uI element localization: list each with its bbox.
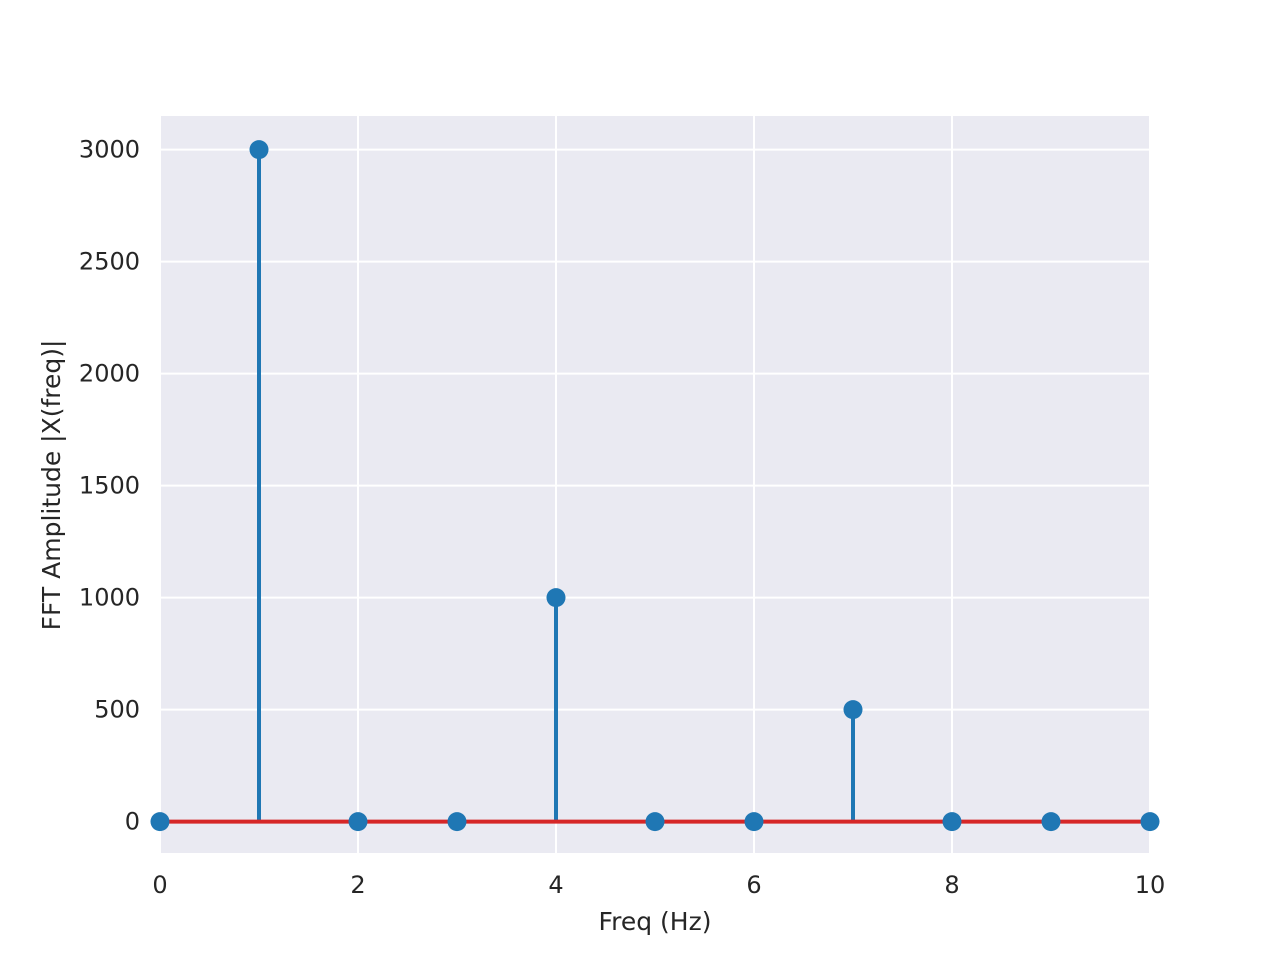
x-tick-labels: 0 2 4 6 8 10: [152, 871, 1165, 899]
stem-lines: [257, 149, 855, 822]
stem-marker: [942, 812, 962, 832]
stem-marker: [1041, 812, 1061, 832]
stem-marker: [1140, 812, 1160, 832]
plot-area: [160, 116, 1150, 853]
stem-marker: [249, 140, 269, 160]
stem-marker: [348, 812, 368, 832]
y-axis-label: FFT Amplitude |X(freq)|: [37, 340, 66, 631]
x-tick-label: 4: [548, 871, 563, 899]
y-tick-label: 3000: [79, 136, 140, 164]
x-tick-label: 10: [1135, 871, 1166, 899]
stem-markers: [150, 140, 1160, 832]
stem-marker: [843, 700, 863, 720]
stem-marker: [546, 588, 566, 608]
x-tick-label: 6: [746, 871, 761, 899]
y-tick-label: 2500: [79, 248, 140, 276]
y-tick-label: 2000: [79, 360, 140, 388]
y-tick-label: 0: [125, 808, 140, 836]
x-tick-label: 8: [944, 871, 959, 899]
stem-marker: [150, 812, 170, 832]
x-axis-label: Freq (Hz): [599, 907, 712, 936]
stem-marker: [744, 812, 764, 832]
stem-marker: [447, 812, 467, 832]
y-tick-label: 500: [94, 696, 140, 724]
y-tick-label: 1000: [79, 584, 140, 612]
x-tick-label: 2: [350, 871, 365, 899]
x-tick-label: 0: [152, 871, 167, 899]
grid-lines: [159, 116, 1151, 853]
stem-marker: [645, 812, 665, 832]
y-tick-label: 1500: [79, 472, 140, 500]
y-tick-labels: 0 500 1000 1500 2000 2500 3000: [79, 136, 140, 836]
